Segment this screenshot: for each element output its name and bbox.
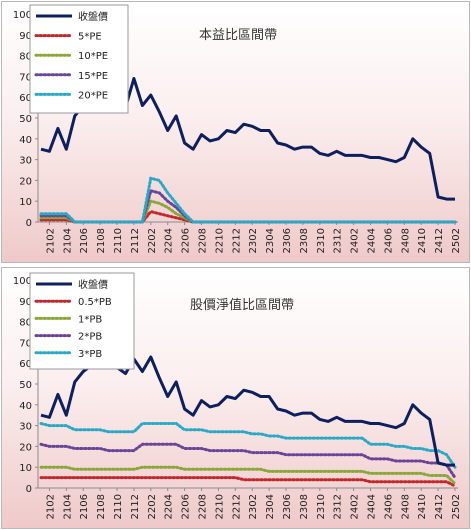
pe-y-tick-label: 40 [19, 135, 32, 146]
pe-x-tick-label: 2106 [79, 228, 90, 253]
pe-x-tick-label: 2410 [417, 228, 428, 253]
pb-x-tick-label: 2208 [198, 494, 209, 519]
pe-x-tick-label: 2404 [367, 228, 378, 253]
pb-y-tick-label: 30 [19, 422, 32, 433]
pe-legend-label-4: 20*PE [78, 90, 108, 101]
pb-y-tick-label: 20 [19, 442, 32, 453]
pb-y-tick-label: 90 [19, 297, 32, 308]
pb-x-tick-label: 2302 [248, 494, 259, 519]
pb-y-tick-label: 50 [19, 380, 32, 391]
pe-x-tick-label: 2212 [231, 228, 242, 253]
pb-x-tick-label: 2310 [316, 494, 327, 519]
pb-y-tick-label: 60 [19, 359, 32, 370]
pb-x-tick-label: 2306 [282, 494, 293, 519]
pe-y-tick-label: 70 [19, 72, 32, 83]
pe-x-tick-label: 2408 [400, 228, 411, 253]
pe-x-tick-label: 2312 [333, 228, 344, 253]
pe-x-tick-label: 2310 [316, 228, 327, 253]
pb-x-tick-label: 2406 [383, 494, 394, 519]
pb-legend-label-2: 1*PB [78, 314, 102, 325]
pb-y-tick-label: 10 [19, 463, 32, 474]
pe-series-line-2 [39, 199, 457, 224]
pe-series-line-4 [39, 176, 457, 224]
pb-x-tick-label: 2202 [147, 494, 158, 519]
pe-band-chart-panel: 0 10 20 30 40 50 60 70 80 90 100 2102 2104 2106 2108 21… [1, 1, 470, 263]
pb-series-line-2 [39, 465, 457, 486]
pb-x-tick-label: 2304 [265, 494, 276, 519]
pe-x-tick-label: 2202 [147, 228, 158, 253]
pb-series-line-1 [39, 476, 457, 488]
pe-y-tick-label: 90 [19, 31, 32, 42]
pb-x-tick-label: 2112 [130, 494, 141, 519]
pb-band-chart-panel: 0 10 20 30 40 50 60 70 80 90 100 2102 2104 2106 2108 21… [1, 267, 470, 529]
pe-x-tick-label: 2108 [96, 228, 107, 253]
pe-x-tick-label: 2210 [214, 228, 225, 253]
pb-series-line-3 [39, 442, 457, 480]
pb-legend-label-3: 2*PB [78, 332, 102, 343]
pe-x-tick-label: 2104 [62, 228, 73, 253]
pb-y-tick-label: 70 [19, 338, 32, 349]
pe-x-tick-label: 2208 [198, 228, 209, 253]
pb-x-tick-label: 2312 [333, 494, 344, 519]
pe-x-tick-label: 2204 [164, 228, 175, 253]
pe-x-tick-label: 2402 [350, 228, 361, 253]
pb-x-tick-label: 2106 [79, 494, 90, 519]
pb-x-tick-label: 2308 [299, 494, 310, 519]
pe-y-tick-label: 60 [19, 93, 32, 104]
pb-legend-label-0: 收盤價 [78, 278, 108, 291]
pb-x-tick-label: 2102 [45, 494, 56, 519]
pe-x-tick-label: 2412 [434, 228, 445, 253]
pe-x-tick-label: 2308 [299, 228, 310, 253]
pe-x-tick-label: 2304 [265, 228, 276, 253]
pb-y-tick-label: 100 [13, 276, 32, 287]
pb-x-tick-label: 2502 [451, 494, 462, 519]
pe-x-tick-label: 2502 [451, 228, 462, 253]
pe-y-tick-label: 100 [13, 10, 32, 21]
pb-x-tick-label: 2104 [62, 494, 73, 519]
pb-y-tick-label: 0 [26, 484, 32, 495]
pe-y-tick-label: 50 [19, 114, 32, 125]
pb-x-tick-label: 2402 [350, 494, 361, 519]
pe-series-line-1 [39, 209, 457, 224]
pb-chart-title: 股價淨值比區間帶 [190, 297, 294, 313]
pb-x-tick-label: 2110 [113, 494, 124, 519]
pb-y-tick-label: 80 [19, 318, 32, 329]
pe-x-tick-label: 2110 [113, 228, 124, 253]
pb-band-chart: 0 10 20 30 40 50 60 70 80 90 100 2102 2104 2106 2108 21… [13, 272, 462, 519]
pe-band-chart: 0 10 20 30 40 50 60 70 80 90 100 2102 2104 2106 2108 21… [13, 4, 462, 253]
pb-x-tick-label: 2410 [417, 494, 428, 519]
pb-x-tick-label: 2408 [400, 494, 411, 519]
pe-chart-title: 本益比區間帶 [199, 28, 277, 43]
pb-x-tick-label: 2210 [214, 494, 225, 519]
pe-legend-label-0: 收盤價 [78, 10, 108, 23]
pe-x-tick-label: 2306 [282, 228, 293, 253]
pb-legend-label-1: 0.5*PB [78, 297, 112, 308]
pe-x-tick-label: 2302 [248, 228, 259, 253]
pb-x-tick-label: 2412 [434, 494, 445, 519]
pb-y-tick-label: 40 [19, 401, 32, 412]
pe-x-tick-label: 2206 [181, 228, 192, 253]
pe-y-tick-label: 10 [19, 197, 32, 208]
pb-x-tick-label: 2108 [96, 494, 107, 519]
pe-legend-label-2: 10*PE [78, 51, 108, 62]
pb-legend-label-4: 3*PB [78, 349, 102, 360]
pb-x-tick-label: 2212 [231, 494, 242, 519]
pe-y-tick-label: 0 [26, 218, 32, 229]
pb-x-tick-label: 2404 [367, 494, 378, 519]
pe-legend-label-3: 15*PE [78, 71, 108, 82]
pe-y-tick-label: 80 [19, 52, 32, 63]
pe-y-tick-label: 30 [19, 156, 32, 167]
pe-legend-label-1: 5*PE [78, 32, 102, 43]
pe-x-tick-label: 2406 [383, 228, 394, 253]
pe-x-tick-label: 2102 [45, 228, 56, 253]
pb-x-tick-label: 2206 [181, 494, 192, 519]
pe-y-tick-label: 20 [19, 176, 32, 187]
pe-series-line-3 [39, 188, 457, 224]
pb-x-tick-label: 2204 [164, 494, 175, 519]
pb-series-line-4 [39, 422, 457, 469]
pe-x-tick-label: 2112 [130, 228, 141, 253]
